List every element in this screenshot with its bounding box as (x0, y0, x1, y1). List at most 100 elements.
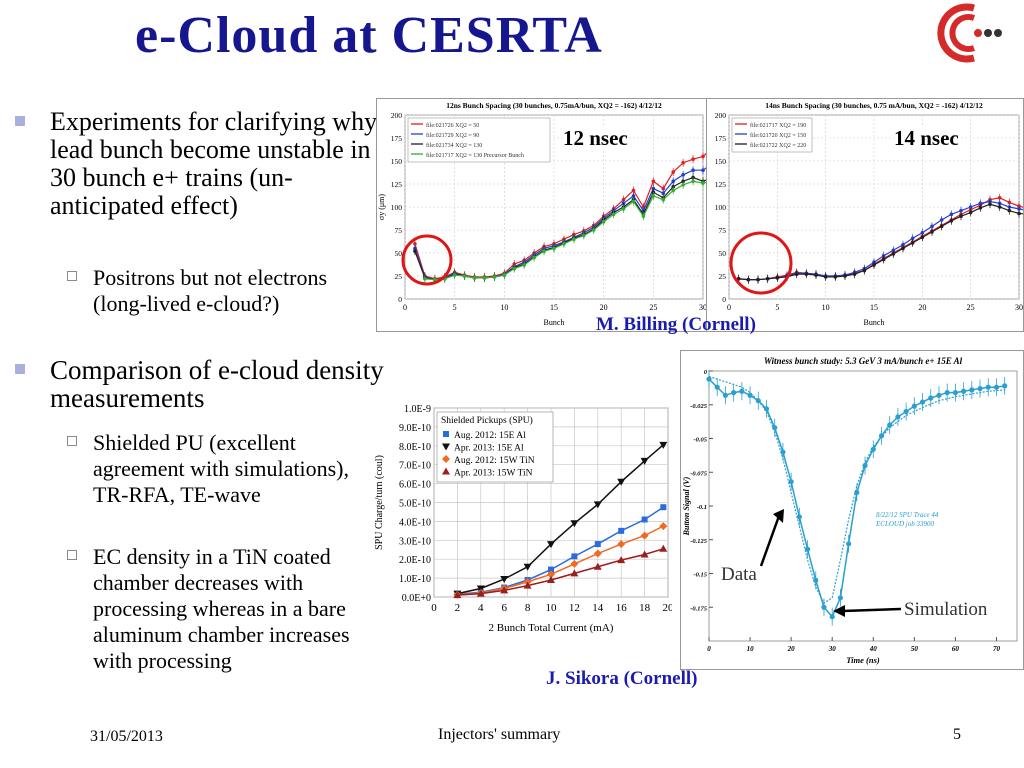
legend-box (407, 117, 551, 163)
data-point (911, 403, 917, 409)
y-tick-label: 175 (391, 134, 403, 143)
data-point (722, 392, 729, 398)
y-tick-label: 4.0E-10 (399, 517, 431, 528)
data-arrow-shaft (759, 515, 781, 567)
y-tick-label: 100 (715, 203, 727, 212)
data-point (661, 191, 666, 195)
data-point (701, 154, 705, 159)
data-point (961, 388, 967, 394)
data-point (572, 237, 576, 241)
x-tick-label: 10 (747, 645, 755, 653)
data-point (930, 230, 934, 234)
data-point (492, 275, 497, 279)
data-point (671, 188, 675, 193)
data-point (571, 553, 578, 560)
x-tick-label: 70 (993, 645, 1001, 653)
data-point (936, 392, 942, 398)
y-tick-label: -0.175 (690, 605, 708, 612)
y-tick-label: 1.0E-10 (399, 574, 431, 585)
data-point (594, 541, 601, 548)
data-point (870, 446, 876, 452)
data-point (691, 157, 695, 161)
data-point (659, 441, 668, 449)
data-point (910, 236, 915, 241)
data-point (804, 272, 809, 276)
sub-bullet-marker (67, 436, 77, 446)
legend-entry: file:021726 XQ2 = 50 (426, 122, 479, 129)
footer-date: 31/05/2013 (90, 728, 163, 745)
simulation-arrow-shaft (842, 607, 902, 613)
x-tick-label: 0 (707, 645, 711, 653)
data-point (548, 566, 554, 573)
bullet-marker (15, 116, 25, 126)
data-point (482, 276, 487, 280)
x-tick-label: 25 (967, 303, 975, 312)
x-tick-label: 40 (869, 645, 878, 653)
y-tick-label: -0.05 (693, 437, 707, 444)
data-point (691, 168, 695, 172)
data-point (617, 540, 626, 549)
y-axis-label: SPU Charge/turn (coul) (374, 455, 385, 550)
data-point (843, 274, 847, 278)
data-point (852, 272, 857, 276)
bullet-2-text: Comparison of e-cloud density measuremen… (50, 355, 384, 413)
data-point (930, 224, 934, 229)
data-point (920, 235, 925, 240)
data-point (747, 392, 753, 398)
data-point (796, 514, 802, 520)
y-tick-label: 0 (398, 295, 402, 304)
data-point (433, 277, 437, 282)
sub-bullet-2-1-text: Shielded PU (excellent agreement with si… (93, 430, 349, 507)
legend-entry: Aug. 2012: 15W TiN (454, 456, 535, 466)
x-tick-label: 5 (775, 303, 779, 312)
y-tick-label: 175 (715, 134, 727, 143)
data-point (570, 520, 579, 528)
y-tick-label: -0.075 (690, 470, 708, 477)
chart-title: Witness bunch study: 5.3 GeV 3 mA/bunch … (764, 356, 963, 366)
data-point (532, 255, 536, 260)
x-tick-label: 10 (822, 303, 830, 312)
data-point (641, 516, 648, 523)
data-point (640, 457, 649, 465)
data-point (631, 199, 636, 204)
label-14nsec: 14 nsec (894, 126, 959, 151)
x-tick-label: 14 (592, 602, 604, 614)
y-tick-label: 5.0E-10 (399, 499, 431, 510)
data-point (968, 205, 973, 209)
data-point (591, 228, 596, 232)
data-point (413, 242, 417, 246)
data-point (452, 273, 457, 277)
y-tick-label: 0.0E+0 (402, 593, 431, 604)
data-point (854, 489, 860, 496)
x-tick-label: 5 (453, 303, 457, 312)
data-point (993, 384, 1000, 390)
data-point (788, 479, 794, 485)
data-point (959, 208, 963, 213)
y-tick-label: 200 (391, 111, 403, 120)
y-tick-label: 50 (395, 249, 403, 258)
x-tick-label: 30 (828, 645, 837, 653)
data-point (763, 406, 770, 412)
x-tick-label: 30 (1015, 303, 1023, 312)
series-line (414, 162, 714, 281)
series-line (457, 525, 664, 596)
y-tick-label: 0 (722, 295, 726, 304)
data-point (985, 384, 991, 390)
chart-12ns-panel: 12ns Bunch Spacing (30 bunches, 0.75mA/b… (376, 98, 715, 332)
data-point (833, 275, 838, 279)
y-tick-label: 125 (391, 180, 403, 189)
data-point (453, 591, 462, 599)
x-tick-label: 15 (870, 303, 878, 312)
y-axis-label: Button Signal (V) (682, 476, 691, 536)
data-point (959, 214, 963, 218)
data-point (1017, 207, 1021, 211)
x-tick-label: 0 (431, 602, 437, 614)
data-point (731, 390, 737, 396)
x-axis-label: Bunch (544, 318, 565, 327)
legend-entry: Apr. 2013: 15W TiN (454, 469, 533, 479)
data-point (1017, 211, 1021, 216)
sub-bullet-1-1-text: Positrons but not electrons (long-lived … (93, 265, 328, 316)
data-point (601, 219, 606, 224)
data-point (462, 274, 467, 278)
x-tick-label: 20 (663, 602, 673, 614)
